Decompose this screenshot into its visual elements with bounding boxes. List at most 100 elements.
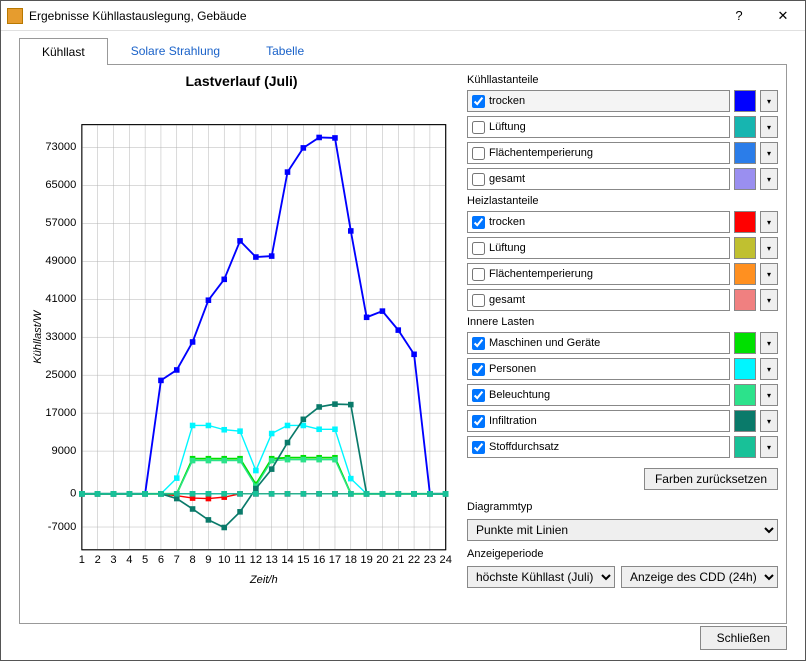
legend-color-swatch[interactable] bbox=[734, 90, 756, 112]
tab-row: Kühllast Solare Strahlung Tabelle bbox=[1, 31, 805, 64]
legend-item[interactable]: gesamt bbox=[467, 168, 730, 190]
legend-item[interactable]: trocken bbox=[467, 90, 730, 112]
legend-label: Infiltration bbox=[489, 415, 537, 427]
legend-checkbox[interactable] bbox=[472, 216, 485, 229]
legend-item[interactable]: Beleuchtung bbox=[467, 384, 730, 406]
svg-text:21: 21 bbox=[392, 554, 404, 566]
svg-text:19: 19 bbox=[360, 554, 372, 566]
legend-color-swatch[interactable] bbox=[734, 384, 756, 406]
svg-text:10: 10 bbox=[218, 554, 230, 566]
legend-item[interactable]: Lüftung bbox=[467, 116, 730, 138]
legend-color-dropdown[interactable]: ▾ bbox=[760, 168, 778, 190]
legend-item[interactable]: Flächentemperierung bbox=[467, 142, 730, 164]
legend-color-dropdown[interactable]: ▾ bbox=[760, 211, 778, 233]
legend-color-dropdown[interactable]: ▾ bbox=[760, 358, 778, 380]
legend-color-swatch[interactable] bbox=[734, 410, 756, 432]
legend-checkbox[interactable] bbox=[472, 268, 485, 281]
legend-color-dropdown[interactable]: ▾ bbox=[760, 116, 778, 138]
svg-text:15: 15 bbox=[297, 554, 309, 566]
title-bar: Ergebnisse Kühllastauslegung, Gebäude ? … bbox=[1, 1, 805, 31]
tab-tabelle[interactable]: Tabelle bbox=[243, 37, 327, 64]
chart-svg: 123456789101112131415161718192021222324-… bbox=[28, 89, 455, 617]
legend-color-swatch[interactable] bbox=[734, 142, 756, 164]
period-select-1[interactable]: höchste Kühllast (Juli) bbox=[467, 566, 615, 588]
legend-color-dropdown[interactable]: ▾ bbox=[760, 384, 778, 406]
legend-row: Lüftung ▾ bbox=[467, 114, 778, 140]
legend-color-dropdown[interactable]: ▾ bbox=[760, 410, 778, 432]
legend-checkbox[interactable] bbox=[472, 294, 485, 307]
legend-checkbox[interactable] bbox=[472, 95, 485, 108]
legend-row: Flächentemperierung ▾ bbox=[467, 140, 778, 166]
legend-label: Stoffdurchsatz bbox=[489, 441, 559, 453]
close-button[interactable]: Schließen bbox=[700, 626, 787, 650]
svg-text:2: 2 bbox=[95, 554, 101, 566]
svg-text:12: 12 bbox=[250, 554, 262, 566]
svg-text:7: 7 bbox=[174, 554, 180, 566]
legend-label: Maschinen und Geräte bbox=[489, 337, 600, 349]
svg-text:5: 5 bbox=[142, 554, 148, 566]
legend-section-title: Heizlastanteile bbox=[467, 192, 778, 209]
chart-panel: Lastverlauf (Juli) 123456789101112131415… bbox=[20, 65, 459, 623]
period-select-2[interactable]: Anzeige des CDD (24h) bbox=[621, 566, 778, 588]
chart-title: Lastverlauf (Juli) bbox=[28, 73, 455, 89]
legend-checkbox[interactable] bbox=[472, 389, 485, 402]
legend-checkbox[interactable] bbox=[472, 363, 485, 376]
legend-label: gesamt bbox=[489, 294, 525, 306]
svg-text:22: 22 bbox=[408, 554, 420, 566]
legend-row: Stoffdurchsatz ▾ bbox=[467, 434, 778, 460]
close-window-button[interactable]: ✕ bbox=[761, 1, 805, 31]
legend-color-swatch[interactable] bbox=[734, 436, 756, 458]
svg-text:11: 11 bbox=[234, 554, 246, 566]
plot-area: 123456789101112131415161718192021222324-… bbox=[28, 89, 455, 617]
help-button[interactable]: ? bbox=[717, 1, 761, 31]
legend-color-dropdown[interactable]: ▾ bbox=[760, 263, 778, 285]
legend-checkbox[interactable] bbox=[472, 337, 485, 350]
svg-text:Kühllast/W: Kühllast/W bbox=[32, 309, 44, 364]
legend-color-dropdown[interactable]: ▾ bbox=[760, 237, 778, 259]
svg-text:65000: 65000 bbox=[45, 179, 76, 191]
legend-color-swatch[interactable] bbox=[734, 263, 756, 285]
tab-kuehllast[interactable]: Kühllast bbox=[19, 38, 108, 65]
legend-checkbox[interactable] bbox=[472, 147, 485, 160]
legend-color-dropdown[interactable]: ▾ bbox=[760, 332, 778, 354]
tab-solare-strahlung[interactable]: Solare Strahlung bbox=[108, 37, 243, 64]
legend-item[interactable]: Maschinen und Geräte bbox=[467, 332, 730, 354]
legend-label: Beleuchtung bbox=[489, 389, 550, 401]
legend-item[interactable]: Lüftung bbox=[467, 237, 730, 259]
legend-color-swatch[interactable] bbox=[734, 168, 756, 190]
legend-checkbox[interactable] bbox=[472, 415, 485, 428]
legend-row: trocken ▾ bbox=[467, 209, 778, 235]
legend-color-dropdown[interactable]: ▾ bbox=[760, 436, 778, 458]
legend-checkbox[interactable] bbox=[472, 441, 485, 454]
legend-label: trocken bbox=[489, 216, 525, 228]
legend-item[interactable]: Infiltration bbox=[467, 410, 730, 432]
reset-colors-button[interactable]: Farben zurücksetzen bbox=[644, 468, 778, 490]
legend-color-swatch[interactable] bbox=[734, 211, 756, 233]
svg-text:24: 24 bbox=[440, 554, 452, 566]
legend-color-swatch[interactable] bbox=[734, 289, 756, 311]
legend-color-dropdown[interactable]: ▾ bbox=[760, 142, 778, 164]
legend-label: Flächentemperierung bbox=[489, 147, 593, 159]
legend-color-dropdown[interactable]: ▾ bbox=[760, 90, 778, 112]
legend-item[interactable]: gesamt bbox=[467, 289, 730, 311]
legend-checkbox[interactable] bbox=[472, 242, 485, 255]
diagram-type-select[interactable]: Punkte mit Linien bbox=[467, 519, 778, 541]
svg-text:14: 14 bbox=[281, 554, 293, 566]
legend-color-dropdown[interactable]: ▾ bbox=[760, 289, 778, 311]
legend-item[interactable]: trocken bbox=[467, 211, 730, 233]
legend-row: Beleuchtung ▾ bbox=[467, 382, 778, 408]
legend-color-swatch[interactable] bbox=[734, 116, 756, 138]
legend-color-swatch[interactable] bbox=[734, 358, 756, 380]
legend-color-swatch[interactable] bbox=[734, 237, 756, 259]
legend-color-swatch[interactable] bbox=[734, 332, 756, 354]
svg-text:6: 6 bbox=[158, 554, 164, 566]
legend-item[interactable]: Stoffdurchsatz bbox=[467, 436, 730, 458]
legend-item[interactable]: Personen bbox=[467, 358, 730, 380]
legend-item[interactable]: Flächentemperierung bbox=[467, 263, 730, 285]
svg-text:13: 13 bbox=[266, 554, 278, 566]
legend-checkbox[interactable] bbox=[472, 121, 485, 134]
svg-text:41000: 41000 bbox=[45, 293, 76, 305]
legend-checkbox[interactable] bbox=[472, 173, 485, 186]
svg-text:3: 3 bbox=[110, 554, 116, 566]
legend-section-title: Innere Lasten bbox=[467, 313, 778, 330]
